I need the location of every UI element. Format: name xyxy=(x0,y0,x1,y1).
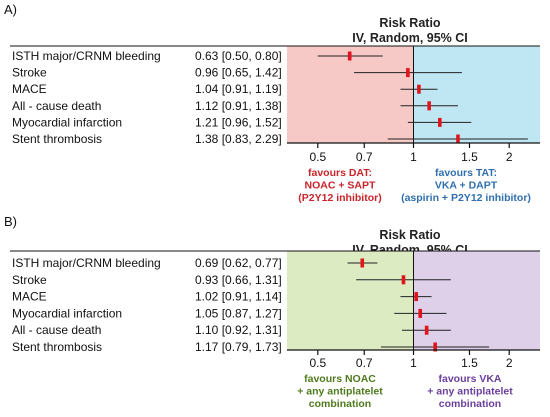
row-estimate: 1.10 [0.92, 1.31] xyxy=(195,323,282,337)
panel-label: A) xyxy=(4,2,17,17)
favours-left-caption: NOAC + SAPT xyxy=(305,180,376,192)
header-subtitle: IV, Random, 95% CI xyxy=(352,31,468,45)
row-estimate: 1.04 [0.91, 1.19] xyxy=(195,82,282,96)
point-estimate xyxy=(427,101,431,111)
header-title: Risk Ratio xyxy=(379,16,440,30)
row-estimate: 1.21 [0.96, 1.52] xyxy=(195,115,282,129)
favours-right-region xyxy=(413,46,540,143)
row-label: Myocardial infarction xyxy=(12,306,122,320)
row-label: Myocardial infarction xyxy=(12,115,122,129)
row-label: MACE xyxy=(12,82,47,96)
point-estimate xyxy=(406,68,410,78)
x-tick-label: 2 xyxy=(506,150,513,164)
favours-right-caption: + any antiplatelet xyxy=(427,386,513,398)
favours-right-caption: favours TAT: xyxy=(435,167,497,179)
point-estimate xyxy=(417,84,421,94)
favours-left-caption: + any antiplatelet xyxy=(297,386,383,398)
point-estimate xyxy=(360,258,365,268)
x-tick-label: 0.5 xyxy=(309,150,326,164)
row-estimate: 0.93 [0.66, 1.31] xyxy=(195,273,282,287)
row-estimate: 1.38 [0.83, 2.29] xyxy=(195,132,282,146)
row-label: ISTH major/CRNM bleeding xyxy=(12,256,161,270)
point-estimate xyxy=(418,308,423,318)
row-label: Stroke xyxy=(12,66,47,80)
favours-left-caption: combination xyxy=(309,398,371,410)
row-estimate: 1.05 [0.87, 1.27] xyxy=(195,306,282,320)
favours-left-caption: favours DAT: xyxy=(308,167,372,179)
row-label: ISTH major/CRNM bleeding xyxy=(12,49,161,63)
x-tick-label: 1 xyxy=(410,150,417,164)
favours-right-caption: combination xyxy=(439,398,501,410)
x-tick-label: 0.5 xyxy=(309,356,326,370)
header-title: Risk Ratio xyxy=(379,228,440,242)
x-tick-label: 0.7 xyxy=(356,356,373,370)
row-estimate: 1.12 [0.91, 1.38] xyxy=(195,99,282,113)
row-estimate: 0.96 [0.65, 1.42] xyxy=(195,66,282,80)
favours-left-region xyxy=(287,251,414,350)
x-tick-label: 1.5 xyxy=(461,356,478,370)
x-tick-label: 1 xyxy=(410,356,417,370)
panel-label: B) xyxy=(4,214,17,229)
favours-right-caption: VKA + DAPT xyxy=(435,180,498,192)
point-estimate xyxy=(456,134,460,144)
point-estimate xyxy=(347,51,352,61)
row-label: Stent thrombosis xyxy=(12,340,102,354)
x-tick-label: 0.7 xyxy=(356,150,373,164)
point-estimate xyxy=(424,325,429,335)
favours-left-region xyxy=(287,46,414,143)
x-tick-label: 1.5 xyxy=(461,150,478,164)
favours-right-region xyxy=(413,251,540,350)
favours-left-caption: favours NOAC xyxy=(304,373,376,385)
row-estimate: 0.69 [0.62, 0.77] xyxy=(195,256,282,270)
favours-right-caption: (aspirin + P2Y12 inhibitor) xyxy=(401,192,531,204)
x-tick-label: 2 xyxy=(506,356,513,370)
point-estimate xyxy=(401,275,406,285)
row-label: Stroke xyxy=(12,273,47,287)
row-label: MACE xyxy=(12,290,47,304)
row-label: Stent thrombosis xyxy=(12,132,102,146)
point-estimate xyxy=(414,292,419,302)
favours-left-caption: (P2Y12 inhibitor) xyxy=(298,192,381,204)
row-estimate: 0.63 [0.50, 0.80] xyxy=(195,49,282,63)
row-estimate: 1.17 [0.79, 1.73] xyxy=(195,340,282,354)
row-label: All - cause death xyxy=(12,323,101,337)
point-estimate xyxy=(433,342,437,352)
row-label: All - cause death xyxy=(12,99,101,113)
row-estimate: 1.02 [0.91, 1.14] xyxy=(195,290,282,304)
favours-right-caption: favours VKA xyxy=(438,373,501,385)
point-estimate xyxy=(438,117,442,127)
